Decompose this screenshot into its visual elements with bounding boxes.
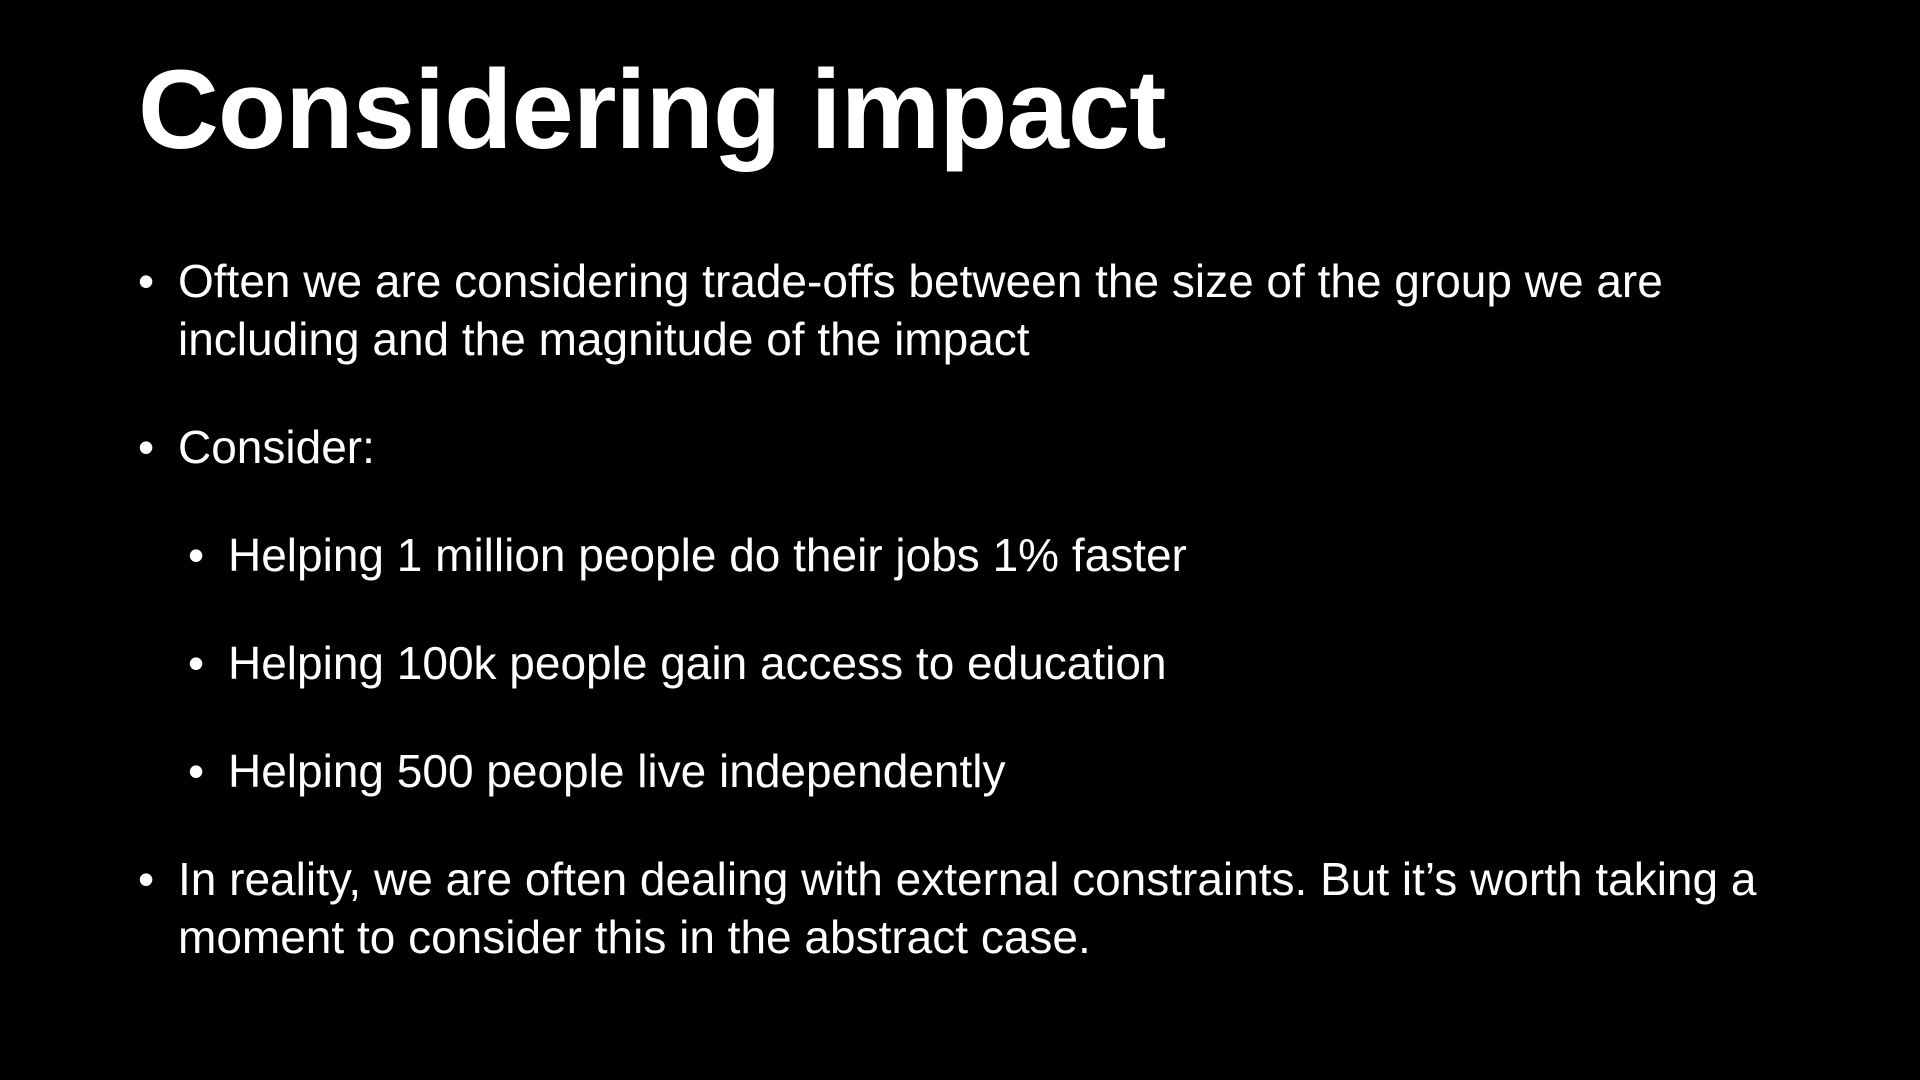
sub-bullet-text: Helping 500 people live independently [228, 745, 1006, 797]
bullet-dot-icon: • [138, 853, 155, 905]
bullet-item: • In reality, we are often dealing with … [138, 850, 1798, 966]
bullet-text: In reality, we are often dealing with ex… [178, 853, 1757, 963]
sub-bullet-text: Helping 1 million people do their jobs 1… [228, 529, 1187, 581]
bullet-dot-icon: • [138, 255, 155, 307]
bullet-text: Often we are considering trade-offs betw… [178, 255, 1663, 365]
bullet-dot-icon: • [188, 637, 205, 689]
bullet-item: • Consider: [138, 418, 1798, 476]
bullet-dot-icon: • [188, 529, 205, 581]
bullet-item: • Often we are considering trade-offs be… [138, 252, 1798, 368]
bullet-dot-icon: • [188, 745, 205, 797]
sub-bullet-text: Helping 100k people gain access to educa… [228, 637, 1167, 689]
bullet-text: Consider: [178, 421, 375, 473]
bullet-list: • Often we are considering trade-offs be… [138, 252, 1798, 966]
bullet-dot-icon: • [138, 421, 155, 473]
sub-bullet-item: • Helping 100k people gain access to edu… [188, 634, 1798, 692]
sub-bullet-item: • Helping 500 people live independently [188, 742, 1798, 800]
sub-bullet-item: • Helping 1 million people do their jobs… [188, 526, 1798, 584]
slide-title: Considering impact [138, 47, 1166, 172]
